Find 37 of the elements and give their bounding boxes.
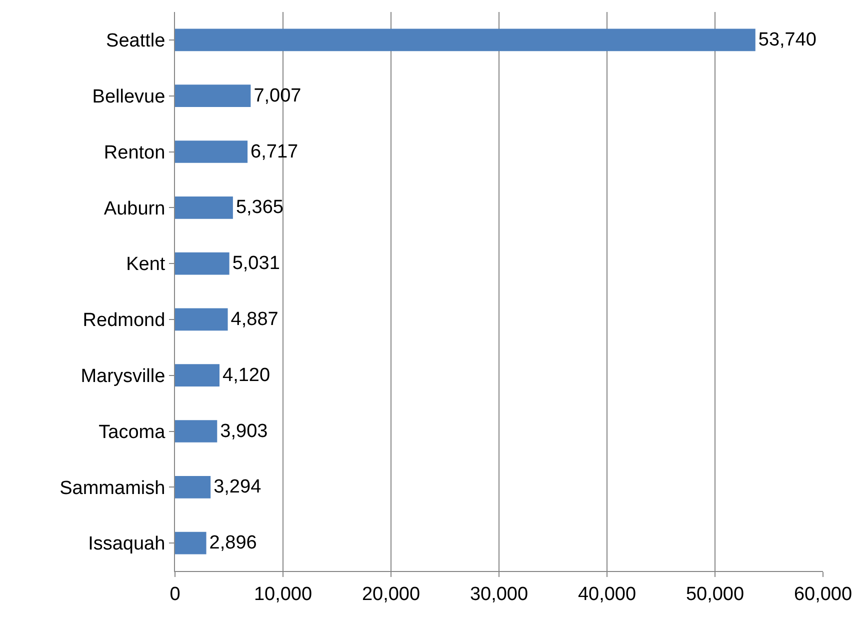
x-tick-label: 10,000 [254,584,312,605]
x-tick-label: 60,000 [794,584,852,605]
data-label: 4,887 [230,308,278,330]
x-tick-label: 30,000 [470,584,528,605]
y-tick-label: Seattle [106,30,166,52]
y-tick-label: Tacoma [98,422,166,443]
data-label: 7,007 [254,85,302,106]
y-tick-label: Auburn [104,198,166,220]
bar [175,532,206,554]
data-label: 2,896 [209,532,257,554]
y-tick-label: Marysville [80,366,166,387]
data-label: 3,903 [220,420,268,442]
data-label: 3,294 [214,476,262,498]
y-tick-label: Issaquah [88,534,166,555]
y-tick-label: Bellevue [92,86,166,108]
bar [175,476,211,498]
y-tick-label: Redmond [82,310,166,332]
data-label: 5,031 [232,253,280,274]
bar [175,84,251,108]
data-label: 6,717 [250,141,298,162]
x-tick-label: 40,000 [578,584,636,605]
x-tick-label: 20,000 [362,584,420,605]
bar [175,252,230,275]
data-label: 5,365 [236,197,284,218]
bar [175,420,218,442]
x-tick-label: 50,000 [686,584,744,605]
y-tick-label: Sammamish [60,478,166,499]
data-label: 53,740 [758,29,817,50]
y-tick-label: Kent [126,254,166,276]
bar [175,196,233,219]
data-label: 4,120 [222,364,270,386]
bar [175,364,220,387]
bar [175,140,248,163]
bar [175,308,228,331]
y-tick-label: Renton [104,142,166,164]
bar [175,28,756,52]
x-tick-label: 0 [170,584,180,605]
